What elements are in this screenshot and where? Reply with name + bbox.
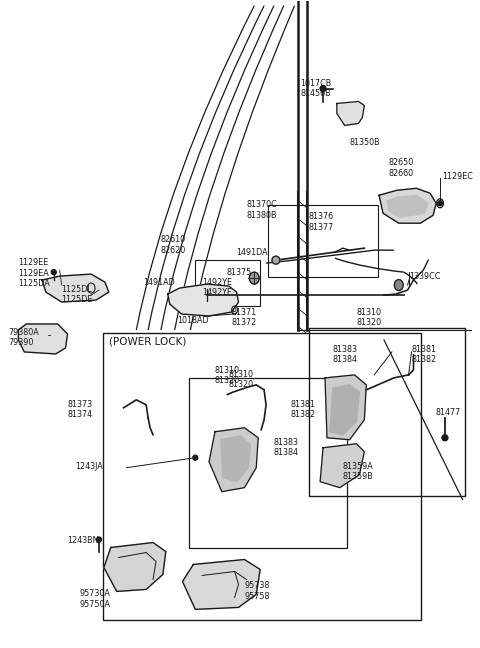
- Text: 81477: 81477: [435, 408, 460, 417]
- Text: 1492YE
1492YF: 1492YE 1492YF: [202, 278, 232, 297]
- Text: 81310
81320: 81310 81320: [228, 370, 254, 389]
- Bar: [190, 378, 347, 548]
- Polygon shape: [379, 189, 436, 223]
- Text: 81383
81384: 81383 81384: [274, 438, 299, 457]
- Ellipse shape: [438, 201, 443, 206]
- Text: 81371
81372: 81371 81372: [232, 308, 257, 327]
- Text: 81370C
81380B: 81370C 81380B: [246, 200, 277, 220]
- Bar: [103, 333, 421, 620]
- Text: 1125DL
1125DE: 1125DL 1125DE: [61, 285, 93, 305]
- Ellipse shape: [395, 279, 403, 290]
- Polygon shape: [104, 542, 166, 592]
- Polygon shape: [320, 444, 364, 488]
- Text: 95738
95758: 95738 95758: [244, 581, 270, 601]
- Polygon shape: [18, 324, 68, 354]
- Bar: [309, 328, 465, 496]
- Text: 81310
81320: 81310 81320: [357, 308, 382, 327]
- Text: 1243BN: 1243BN: [68, 535, 99, 544]
- Polygon shape: [42, 274, 109, 302]
- Polygon shape: [330, 385, 360, 435]
- Polygon shape: [221, 435, 251, 481]
- Text: 81375: 81375: [227, 268, 252, 277]
- Ellipse shape: [51, 270, 56, 275]
- Polygon shape: [325, 375, 366, 440]
- Text: 81381
81382: 81381 81382: [290, 400, 316, 419]
- Polygon shape: [182, 559, 260, 609]
- Text: 1339CC: 1339CC: [409, 272, 441, 281]
- Text: 1491DA: 1491DA: [237, 248, 268, 257]
- Text: 1129EC: 1129EC: [442, 172, 473, 181]
- Text: 81350B: 81350B: [349, 139, 380, 147]
- Text: 82610
82620: 82610 82620: [161, 235, 186, 255]
- Text: 1018AD: 1018AD: [178, 316, 209, 325]
- Text: 95730A
95750A: 95730A 95750A: [79, 590, 110, 609]
- Ellipse shape: [320, 86, 326, 91]
- Text: 81376
81377: 81376 81377: [308, 213, 334, 231]
- Polygon shape: [337, 102, 364, 126]
- Polygon shape: [168, 284, 239, 316]
- Ellipse shape: [96, 537, 101, 542]
- Text: 1129EE
1129EA
1125DA: 1129EE 1129EA 1125DA: [18, 258, 50, 288]
- Text: 81381
81382: 81381 81382: [411, 345, 437, 364]
- Ellipse shape: [249, 272, 259, 284]
- Bar: [268, 205, 378, 277]
- Text: 81383
81384: 81383 81384: [333, 345, 358, 364]
- Text: 1491AD: 1491AD: [143, 278, 175, 287]
- Text: 81373
81374: 81373 81374: [68, 400, 93, 419]
- Text: 1243JA: 1243JA: [75, 462, 103, 470]
- Ellipse shape: [193, 455, 198, 460]
- Text: 1017CB
81456B: 1017CB 81456B: [300, 78, 332, 98]
- Polygon shape: [387, 195, 428, 217]
- Text: 81310
81320: 81310 81320: [215, 366, 240, 386]
- Ellipse shape: [272, 256, 280, 264]
- Text: 81359A
81359B: 81359A 81359B: [343, 462, 373, 481]
- Bar: [195, 260, 260, 306]
- Text: (POWER LOCK): (POWER LOCK): [109, 337, 186, 347]
- Text: 79380A
79390: 79380A 79390: [9, 328, 39, 347]
- Text: 82650
82660: 82650 82660: [389, 158, 414, 178]
- Polygon shape: [209, 428, 258, 492]
- Ellipse shape: [442, 435, 448, 441]
